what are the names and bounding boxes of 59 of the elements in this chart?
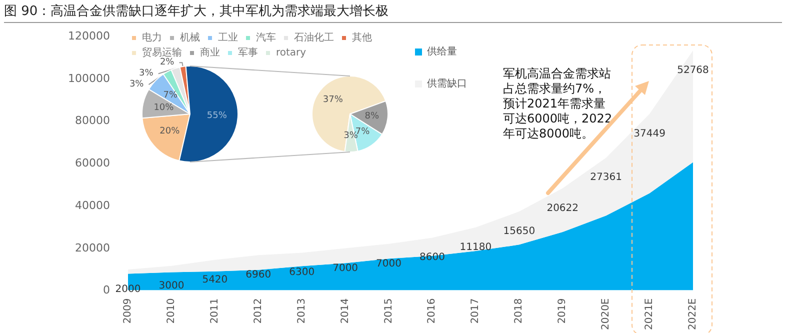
data-label: 55% — [206, 110, 228, 121]
legend-label: rotary — [276, 48, 306, 58]
legend-label: 军事 — [238, 46, 258, 58]
legend-label: 贸易运输 — [142, 46, 182, 58]
x-tick-label: 2013 — [296, 298, 308, 324]
x-tick-label: 2017 — [470, 298, 482, 324]
data-label: 2000 — [115, 284, 141, 295]
data-label: 3% — [139, 68, 154, 79]
chart-title: 图 90：高温合金供需缺口逐年扩大，其中军机为需求端最大增长极 — [4, 2, 782, 23]
x-tick-label: 2021E — [644, 298, 656, 330]
data-label: 11180 — [460, 242, 492, 253]
data-label: 7000 — [376, 258, 402, 270]
x-tick-label: 2015 — [383, 298, 394, 324]
y-tick-label: 60000 — [75, 156, 110, 170]
legend-label: 石油化工 — [294, 32, 334, 44]
data-label: 10% — [154, 102, 174, 113]
x-tick-label: 2012 — [252, 298, 264, 324]
data-label: 2% — [160, 58, 175, 68]
y-tick-label: 120000 — [68, 30, 110, 42]
data-label: 7000 — [332, 262, 358, 274]
data-label: 5420 — [202, 274, 228, 286]
data-label: 27361 — [590, 172, 622, 184]
data-label: 3% — [344, 130, 358, 141]
x-tick-label: 2011 — [209, 298, 220, 324]
data-label: 20622 — [546, 202, 579, 214]
y-tick-label: 20000 — [75, 241, 110, 254]
data-label: 6960 — [246, 270, 272, 281]
data-label: 37449 — [634, 128, 666, 140]
x-tick-label: 2016 — [426, 298, 438, 324]
y-tick-label: 40000 — [75, 198, 110, 212]
annotation: 军机高温合金需求站占总需求量约7%，预计2021年需求量可达6000吨，2022年可达8000吨。 — [503, 66, 612, 140]
data-label: 7% — [163, 90, 178, 100]
legend-label: 工业 — [218, 32, 238, 44]
data-label: 8600 — [420, 252, 445, 264]
data-label: 20% — [160, 126, 180, 137]
x-tick-label: 2010 — [166, 298, 177, 324]
legend-label: 机械 — [180, 32, 200, 44]
x-tick-label: 2019 — [557, 298, 568, 324]
data-label: 3% — [129, 80, 144, 90]
legend-label: 电力 — [142, 32, 162, 44]
data-label: 52768 — [677, 64, 709, 76]
data-label: 15650 — [503, 226, 536, 238]
x-tick-label: 2022E — [688, 298, 698, 330]
legend-label: 商业 — [200, 46, 220, 58]
x-tick-label: 2018 — [514, 298, 525, 324]
data-label: 8% — [364, 111, 380, 122]
legend-label: 汽车 — [256, 32, 276, 44]
data-label: 6300 — [289, 267, 315, 278]
y-tick-label: 0 — [103, 284, 110, 297]
legend-label: 供需缺口 — [427, 78, 467, 90]
x-tick-label: 2009 — [122, 298, 134, 324]
y-tick-label: 100000 — [68, 72, 110, 85]
x-tick-label: 2014 — [340, 298, 351, 324]
data-label: 3000 — [158, 280, 184, 292]
x-tick-label: 2020E — [600, 298, 612, 330]
legend-label: 其他 — [352, 32, 372, 44]
legend-label: 供给量 — [427, 46, 457, 58]
data-label: 37% — [322, 95, 344, 106]
y-tick-label: 80000 — [75, 114, 110, 128]
